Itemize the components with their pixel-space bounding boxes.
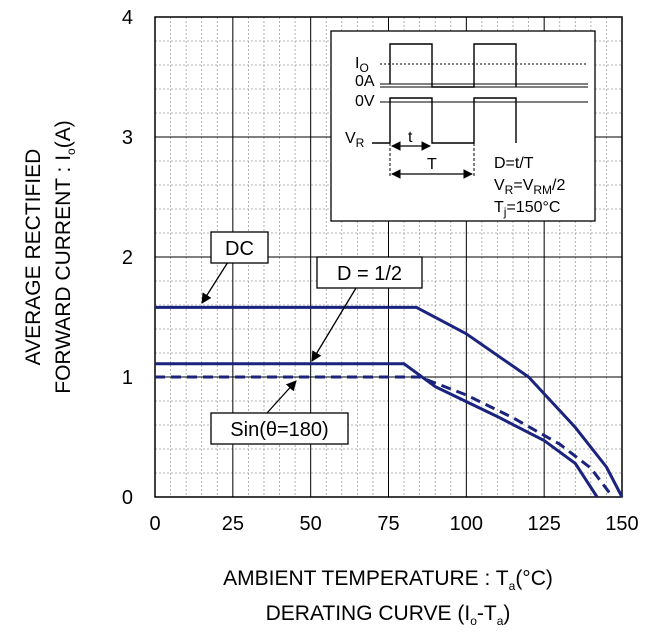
inset-vr-equation: VR=VRM/2	[494, 177, 565, 197]
x-tick-label: 125	[527, 513, 560, 535]
callout-half-duty: D = 1/2	[311, 256, 423, 362]
callout-dc-box	[210, 231, 269, 264]
current-waveform	[389, 43, 517, 88]
x-tick-label: 0	[149, 513, 160, 535]
callout-dc: DC	[201, 231, 269, 304]
y-tick-labels: 0 1 2 3 4	[122, 7, 133, 509]
plot-frame	[154, 16, 623, 498]
inset-box	[330, 30, 596, 222]
series-line-0	[155, 305, 624, 498]
series-line-1	[155, 362, 599, 498]
y-tick-label: 2	[122, 247, 133, 269]
x-axis-label: AMBIENT TEMPERATURE : Ta(°C)	[223, 567, 553, 593]
y-tick-label: 4	[122, 7, 133, 29]
y-tick-label: 0	[122, 487, 133, 509]
callout-sin-label: Sin(θ=180)	[230, 419, 328, 441]
callout-sin-box	[210, 412, 349, 445]
y-axis-label-line1: AVERAGE RECTIFIED	[22, 149, 45, 366]
waveform-inset: IO 0A 0V VR t T D=t/T VR=VRM/2 Tj=150°C	[330, 30, 596, 222]
callout-half-duty-arrow	[311, 287, 357, 362]
y-tick-label: 1	[122, 367, 133, 389]
x-tick-label: 100	[450, 513, 483, 535]
voltage-waveform	[389, 97, 517, 144]
x-tick-label: 150	[605, 513, 638, 535]
inset-T-label: T	[427, 156, 437, 173]
callout-dc-label: DC	[225, 238, 254, 260]
callout-sin: Sin(θ=180)	[210, 380, 349, 445]
y-tick-label: 3	[122, 127, 133, 149]
inset-tj-equation: Tj=150°C	[494, 199, 560, 219]
callout-sin-arrow	[266, 380, 297, 414]
x-tick-label: 50	[300, 513, 322, 535]
x-tick-label: 75	[377, 513, 399, 535]
inset-vr-label: VR	[345, 130, 365, 150]
inset-duty-label: D=t/T	[494, 155, 534, 172]
series-line-2	[155, 375, 614, 498]
inset-zero-v-label: 0V	[355, 93, 375, 110]
callout-dc-arrow	[201, 261, 229, 304]
inset-io-label: IO	[355, 55, 369, 75]
y-axis-label-line2: FORWARD CURRENT : Io(A)	[52, 120, 78, 393]
x-tick-labels: 0 25 50 75 100 125 150	[149, 513, 638, 535]
callout-half-duty-box	[316, 256, 423, 289]
inset-zero-a-label: 0A	[355, 73, 375, 90]
inset-t-label: t	[408, 129, 413, 146]
chart-subtitle: DERATING CURVE (Io-Ta)	[266, 602, 511, 628]
callout-half-duty-label: D = 1/2	[337, 263, 402, 285]
x-tick-label: 25	[222, 513, 244, 535]
curves	[155, 305, 624, 498]
